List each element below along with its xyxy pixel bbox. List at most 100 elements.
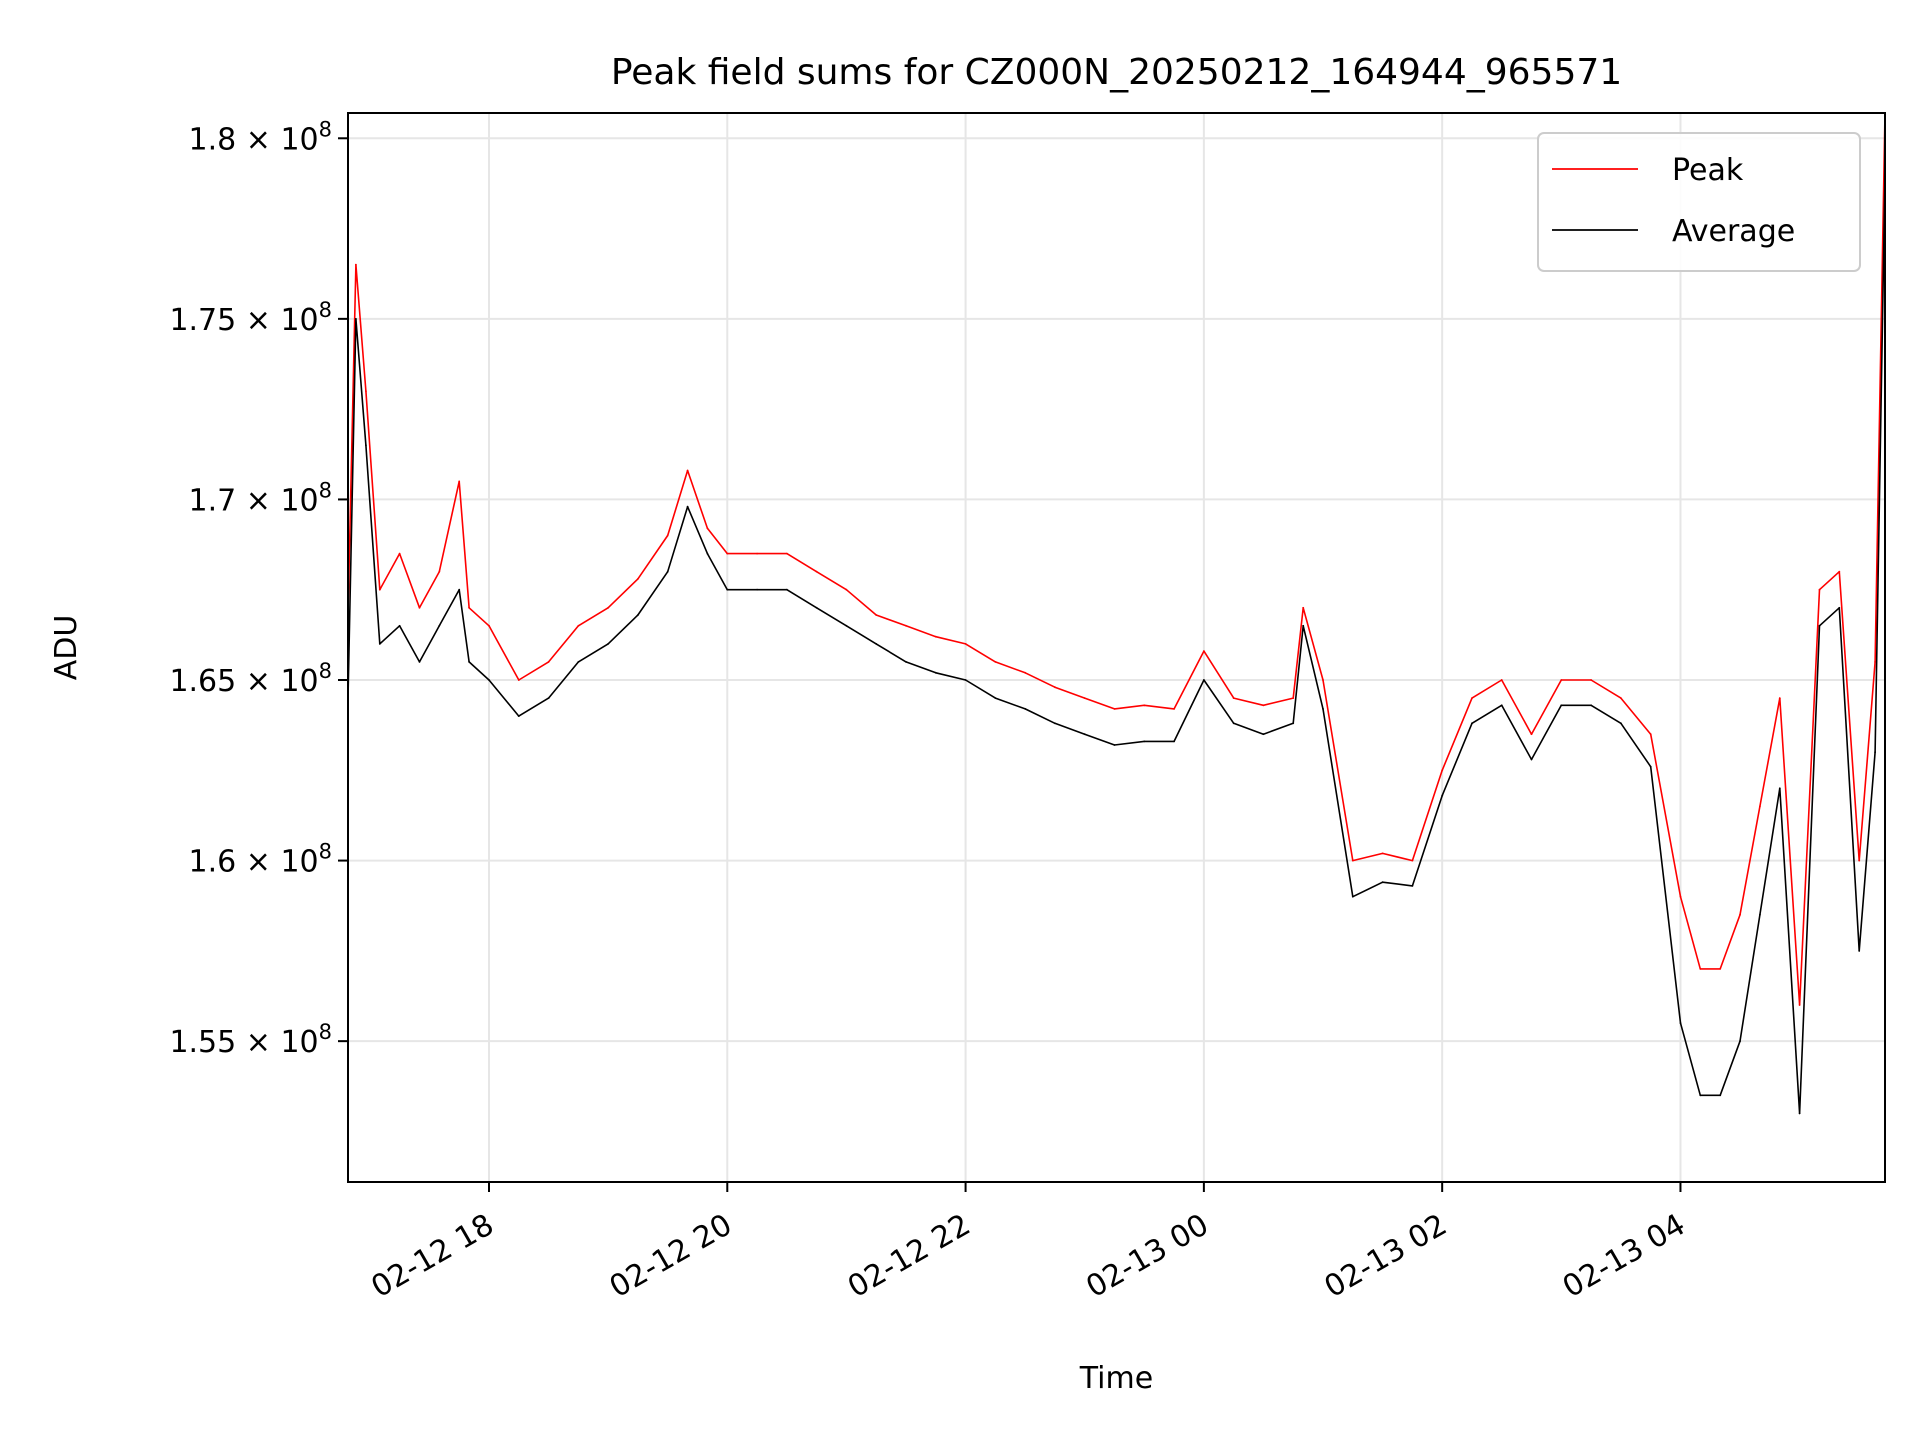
data-point: [378, 588, 381, 591]
data-point: [1471, 697, 1473, 699]
data-point: [1649, 733, 1652, 736]
data-point: [1024, 708, 1027, 710]
data-point: [378, 643, 381, 645]
data-point: [1530, 733, 1533, 736]
data-point: [706, 552, 709, 555]
data-point: [1798, 1004, 1801, 1006]
data-point: [1173, 740, 1175, 743]
data-point: [355, 318, 357, 320]
y-tick-label-exponent: 8: [319, 659, 332, 683]
data-point: [1054, 686, 1056, 689]
data-point: [418, 606, 421, 609]
y-tick-label: 1.6 × 108: [189, 840, 332, 880]
data-point: [1818, 588, 1821, 591]
data-point: [1500, 704, 1503, 707]
y-tick-label: 1.75 × 108: [169, 298, 332, 338]
data-point: [1739, 1040, 1741, 1043]
data-point: [458, 588, 461, 591]
data-point: [1351, 895, 1354, 898]
data-point: [1292, 697, 1295, 699]
series-peak: [348, 113, 1885, 1006]
data-point: [1838, 570, 1841, 573]
data-point: [686, 469, 689, 472]
legend-label-peak: Peak: [1672, 153, 1744, 188]
data-point: [964, 679, 967, 681]
data-point: [964, 643, 967, 645]
legend-label-average: Average: [1672, 214, 1795, 249]
data-point: [438, 624, 441, 627]
data-point: [1620, 722, 1622, 725]
data-point: [1262, 733, 1265, 736]
data-point: [1302, 624, 1305, 627]
y-tick-label-mantissa: 1.75 × 10: [169, 303, 318, 338]
data-point: [438, 570, 441, 573]
y-tick-label-exponent: 8: [319, 840, 332, 864]
data-point: [994, 661, 997, 663]
data-point: [786, 588, 788, 591]
data-point: [1441, 769, 1444, 772]
data-point: [1173, 708, 1175, 710]
data-point: [1699, 968, 1702, 970]
data-point: [905, 624, 907, 627]
data-point: [488, 679, 490, 681]
data-point: [418, 661, 421, 663]
chart-title: Peak field sums for CZ000N_20250212_1649…: [611, 52, 1622, 93]
data-point: [1739, 913, 1741, 916]
data-point: [1874, 751, 1876, 754]
data-point: [355, 263, 357, 266]
data-point: [488, 624, 490, 627]
data-point: [1858, 950, 1861, 952]
data-point: [1143, 704, 1146, 707]
data-point: [1560, 679, 1563, 681]
data-point: [1679, 895, 1682, 898]
plot-frame: [347, 112, 1886, 1183]
legend: Peak Average: [1537, 132, 1861, 272]
data-point: [1351, 859, 1354, 862]
x-axis-label: Time: [1079, 1361, 1153, 1396]
data-point: [1500, 679, 1503, 681]
y-tick-label-exponent: 8: [319, 1020, 332, 1044]
data-point: [1719, 968, 1722, 970]
y-tick-label-mantissa: 1.65 × 10: [169, 664, 318, 699]
data-point: [686, 505, 689, 508]
data-point: [1302, 606, 1305, 609]
y-tick-label: 1.55 × 108: [169, 1020, 332, 1060]
data-point: [1203, 650, 1205, 652]
y-tick-label-exponent: 8: [319, 117, 332, 141]
data-point: [577, 661, 580, 663]
y-tick-label-mantissa: 1.8 × 10: [189, 122, 319, 157]
y-tick-label: 1.65 × 108: [169, 659, 332, 699]
data-point: [1024, 671, 1027, 674]
data-point: [706, 527, 709, 530]
data-point: [398, 624, 401, 627]
data-point: [547, 661, 550, 663]
data-point: [517, 679, 520, 681]
legend-box: [1537, 132, 1861, 272]
data-point: [1858, 859, 1861, 862]
data-point: [607, 606, 609, 609]
data-point: [1292, 722, 1295, 725]
data-point: [1798, 1112, 1801, 1115]
data-point: [726, 552, 729, 555]
y-tick-label-exponent: 8: [319, 478, 332, 502]
data-point: [517, 715, 520, 717]
data-point: [1778, 697, 1781, 699]
data-point: [1262, 704, 1265, 707]
data-point: [547, 697, 550, 699]
data-point: [1113, 708, 1116, 710]
series-layer: [348, 113, 1885, 1115]
data-point: [875, 614, 878, 616]
y-axis-label: ADU: [49, 615, 84, 681]
y-tick-label: 1.7 × 108: [189, 478, 332, 518]
data-point: [607, 643, 609, 645]
y-tick-label-mantissa: 1.7 × 10: [189, 483, 319, 518]
y-tick-label-mantissa: 1.55 × 10: [169, 1025, 318, 1060]
data-point: [1381, 852, 1384, 855]
data-point: [398, 552, 401, 555]
data-point: [1699, 1094, 1702, 1097]
data-point: [845, 588, 848, 591]
data-point: [1083, 733, 1086, 736]
data-point: [1590, 704, 1592, 707]
data-point: [1471, 722, 1473, 725]
